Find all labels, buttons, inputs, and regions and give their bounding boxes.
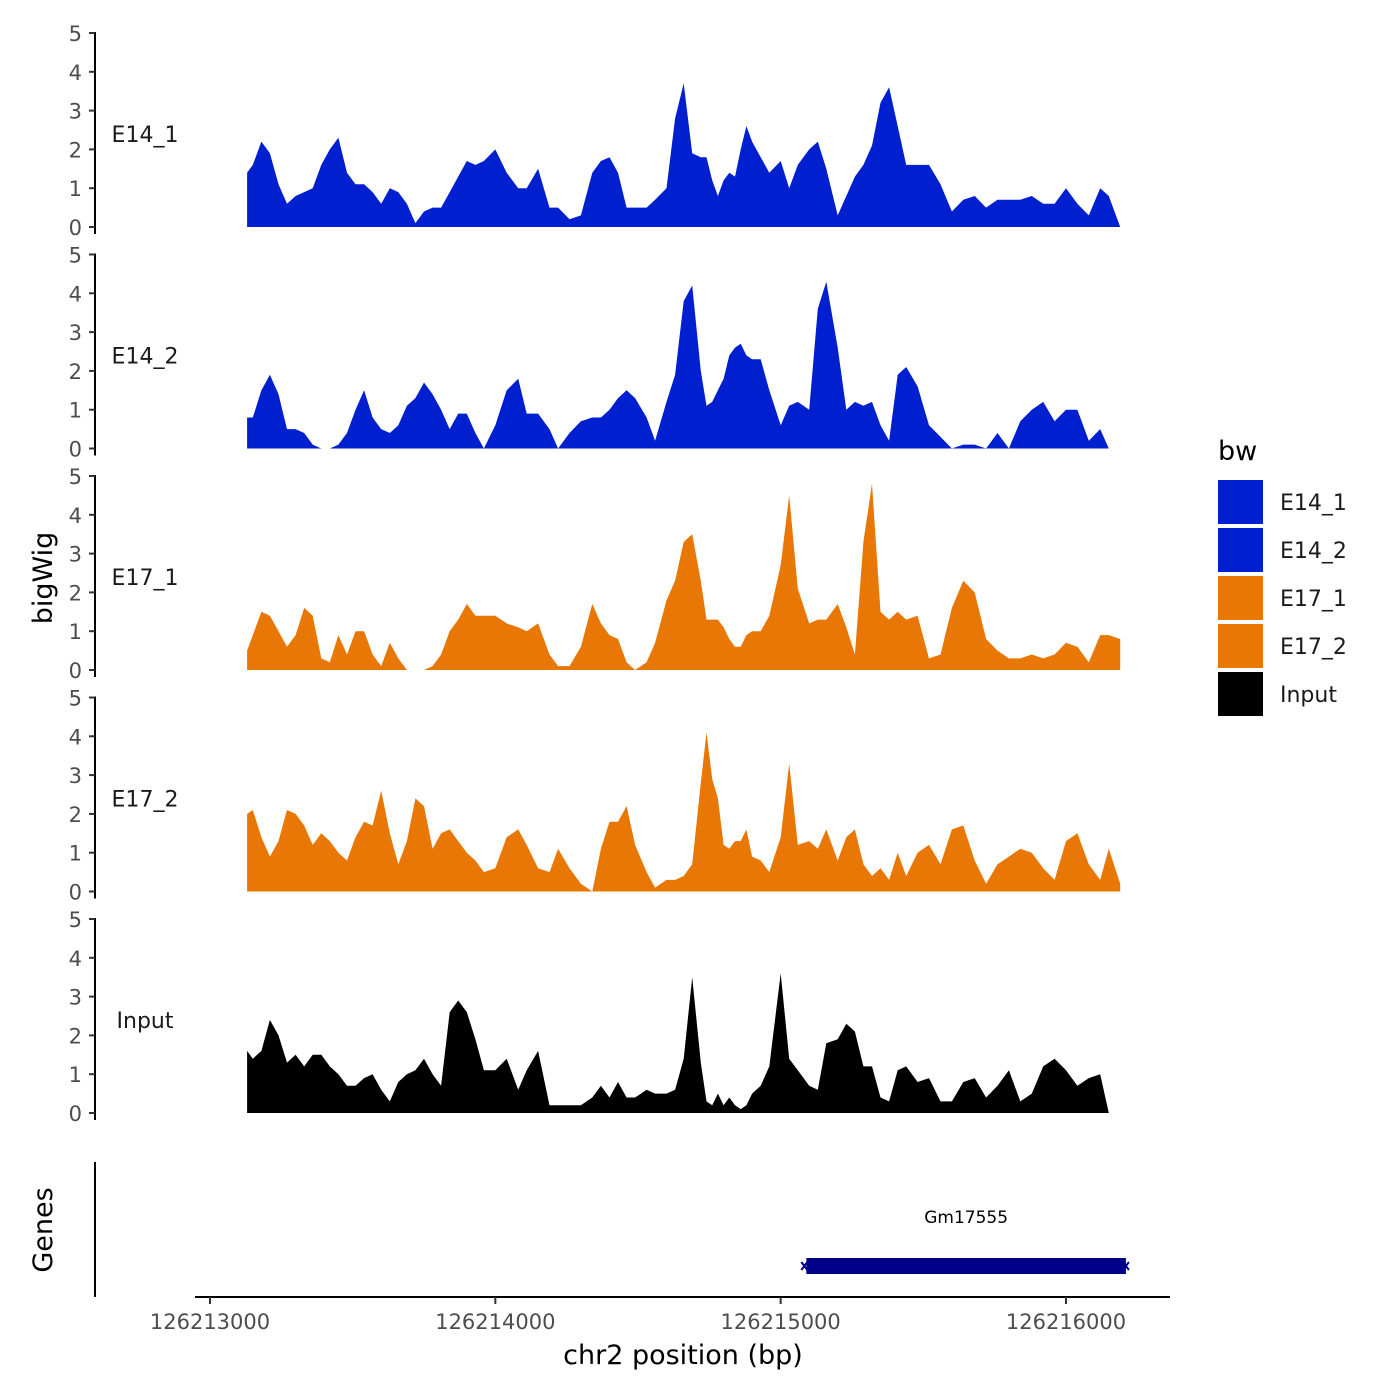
y-tick-label-E14_2-2: 2 xyxy=(69,360,82,384)
y-tick-label-E17_2-2: 2 xyxy=(69,803,82,827)
y-tick-label-Input-1: 1 xyxy=(69,1063,82,1087)
y-tick-label-E17_2-0: 0 xyxy=(69,881,82,905)
area-E17_2 xyxy=(247,732,1121,892)
y-tick-label-E17_1-2: 2 xyxy=(69,581,82,605)
y-tick-label-E14_2-5: 5 xyxy=(69,244,82,268)
y-tick-label-E14_1-0: 0 xyxy=(69,216,82,240)
legend-label-E17_2: E17_2 xyxy=(1280,635,1347,660)
legend-label-E14_1: E14_1 xyxy=(1280,491,1347,516)
legend-key-Input xyxy=(1218,672,1263,716)
area-E17_1 xyxy=(247,483,1121,670)
tracks: 0 1 2 3 4 5 E14_1 0 1 2 3 4 5 E14_2 0 1 2 3 4 5 E17_1 0 1 2 3 4 5 E… xyxy=(69,22,1121,1126)
y-tick-label-E17_2-1: 1 xyxy=(69,842,82,866)
gene-start-mark xyxy=(800,1261,809,1271)
y-tick-label-E14_2-1: 1 xyxy=(69,399,82,423)
track-E17_1: 0 1 2 3 4 5 E17_1 xyxy=(69,465,1121,683)
track-label-E17_2: E17_2 xyxy=(112,788,179,813)
x-tick-label-126216000: 126216000 xyxy=(1006,1310,1126,1334)
y-tick-label-Input-0: 0 xyxy=(69,1102,82,1126)
y-tick-label-E17_1-4: 4 xyxy=(69,504,82,528)
gene-Gm17555: Gm17555 xyxy=(800,1208,1130,1274)
x-tick-label-126214000: 126214000 xyxy=(435,1310,555,1334)
legend-label-E14_2: E14_2 xyxy=(1280,539,1347,564)
y-tick-label-E14_2-3: 3 xyxy=(69,321,82,345)
x-axis-title: chr2 position (bp) xyxy=(563,1340,803,1371)
y-tick-label-Input-2: 2 xyxy=(69,1024,82,1048)
genes-axis-title: Genes xyxy=(28,1187,59,1272)
y-tick-label-E17_1-0: 0 xyxy=(69,659,82,683)
x-axis: 126213000 126214000 126215000 126216000 xyxy=(150,1296,1170,1334)
gene-body xyxy=(806,1258,1126,1274)
y-tick-label-E14_1-2: 2 xyxy=(69,138,82,162)
legend-title: bw xyxy=(1218,436,1257,467)
track-label-E14_1: E14_1 xyxy=(112,123,179,148)
y-tick-label-E14_1-1: 1 xyxy=(69,177,82,201)
y-tick-label-E14_1-5: 5 xyxy=(69,22,82,46)
area-E14_1 xyxy=(247,83,1121,228)
track-label-E17_1: E17_1 xyxy=(112,566,179,591)
genes-panel: Gm17555 xyxy=(94,1162,1130,1297)
y-axis-title: bigWig xyxy=(28,532,59,625)
y-tick-label-Input-4: 4 xyxy=(69,947,82,971)
legend: bw E14_1 E14_2 E17_1 E17_2 Input xyxy=(1218,436,1347,716)
area-Input xyxy=(247,973,1121,1113)
track-E14_2: 0 1 2 3 4 5 E14_2 xyxy=(69,244,1121,462)
x-tick-label-126215000: 126215000 xyxy=(721,1310,841,1334)
track-label-E14_2: E14_2 xyxy=(112,345,179,370)
track-E17_2: 0 1 2 3 4 5 E17_2 xyxy=(69,687,1121,905)
legend-key-E14_1 xyxy=(1218,480,1263,524)
legend-label-Input: Input xyxy=(1280,683,1337,708)
y-tick-label-E17_1-1: 1 xyxy=(69,620,82,644)
legend-key-E17_2 xyxy=(1218,624,1263,668)
area-E14_2 xyxy=(247,281,1121,449)
gene-end-mark xyxy=(1122,1261,1130,1271)
track-Input: 0 1 2 3 4 5 Input xyxy=(69,908,1121,1126)
y-tick-label-E17_2-5: 5 xyxy=(69,687,82,711)
y-tick-label-Input-5: 5 xyxy=(69,908,82,932)
y-tick-label-E17_1-5: 5 xyxy=(69,465,82,489)
track-label-Input: Input xyxy=(117,1009,174,1034)
y-tick-label-E17_2-4: 4 xyxy=(69,725,82,749)
track-E14_1: 0 1 2 3 4 5 E14_1 xyxy=(69,22,1121,240)
legend-key-E14_2 xyxy=(1218,528,1263,572)
y-tick-label-E14_2-0: 0 xyxy=(69,438,82,462)
y-tick-label-E14_2-4: 4 xyxy=(69,282,82,306)
y-tick-label-E14_1-4: 4 xyxy=(69,61,82,85)
y-tick-label-E17_1-3: 3 xyxy=(69,543,82,567)
legend-label-E17_1: E17_1 xyxy=(1280,587,1347,612)
x-tick-label-126213000: 126213000 xyxy=(150,1310,270,1334)
y-tick-label-Input-3: 3 xyxy=(69,986,82,1010)
legend-key-E17_1 xyxy=(1218,576,1263,620)
y-tick-label-E17_2-3: 3 xyxy=(69,764,82,788)
gene-label: Gm17555 xyxy=(924,1208,1008,1228)
y-tick-label-E14_1-3: 3 xyxy=(69,100,82,124)
